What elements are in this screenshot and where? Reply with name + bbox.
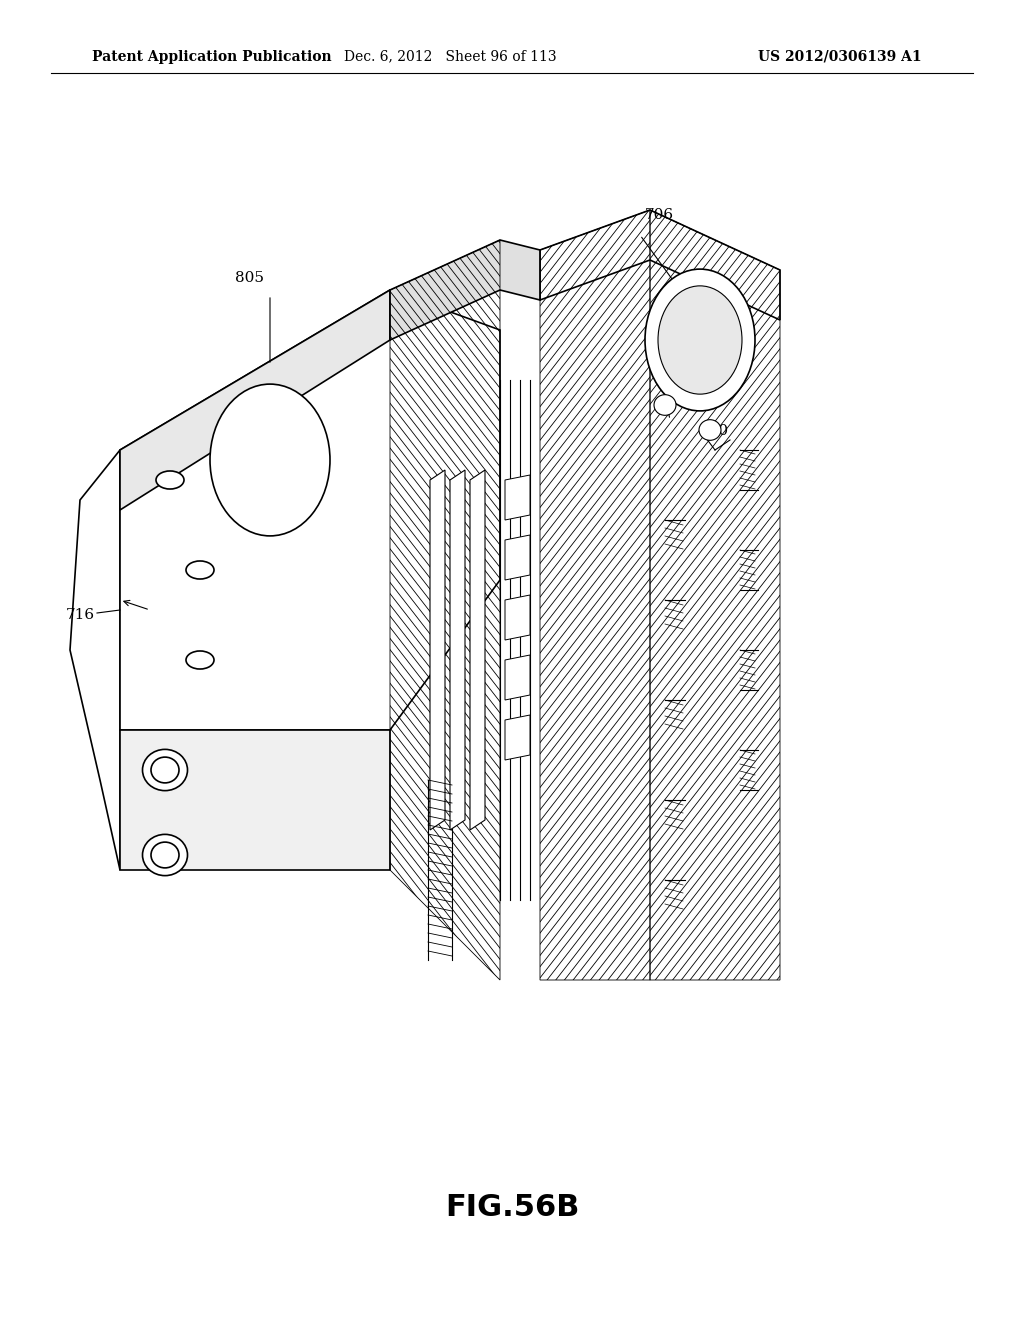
Polygon shape (390, 240, 540, 341)
Text: 720: 720 (700, 424, 729, 438)
Text: 706: 706 (645, 209, 674, 222)
Circle shape (658, 286, 742, 395)
Polygon shape (505, 475, 530, 520)
Polygon shape (470, 470, 485, 830)
Circle shape (645, 269, 755, 411)
Ellipse shape (142, 834, 187, 875)
Polygon shape (120, 290, 390, 510)
Polygon shape (70, 450, 120, 870)
Ellipse shape (699, 420, 721, 441)
Text: Dec. 6, 2012   Sheet 96 of 113: Dec. 6, 2012 Sheet 96 of 113 (344, 50, 557, 63)
Ellipse shape (186, 651, 214, 669)
Polygon shape (505, 595, 530, 640)
Ellipse shape (156, 471, 184, 488)
Ellipse shape (654, 395, 676, 416)
Text: FIG.56B: FIG.56B (444, 1193, 580, 1222)
Polygon shape (120, 730, 390, 870)
Polygon shape (120, 290, 500, 730)
Text: US 2012/0306139 A1: US 2012/0306139 A1 (758, 50, 922, 63)
Polygon shape (430, 470, 445, 830)
Polygon shape (505, 535, 530, 579)
Ellipse shape (210, 384, 330, 536)
Text: 805: 805 (234, 271, 264, 285)
Polygon shape (505, 655, 530, 700)
Polygon shape (505, 715, 530, 760)
Polygon shape (450, 470, 465, 830)
Text: 716: 716 (66, 609, 95, 622)
Ellipse shape (151, 758, 179, 783)
Polygon shape (540, 210, 780, 319)
Ellipse shape (142, 750, 187, 791)
Text: Patent Application Publication: Patent Application Publication (92, 50, 332, 63)
Ellipse shape (186, 561, 214, 579)
Ellipse shape (151, 842, 179, 867)
Text: 807: 807 (658, 352, 687, 367)
